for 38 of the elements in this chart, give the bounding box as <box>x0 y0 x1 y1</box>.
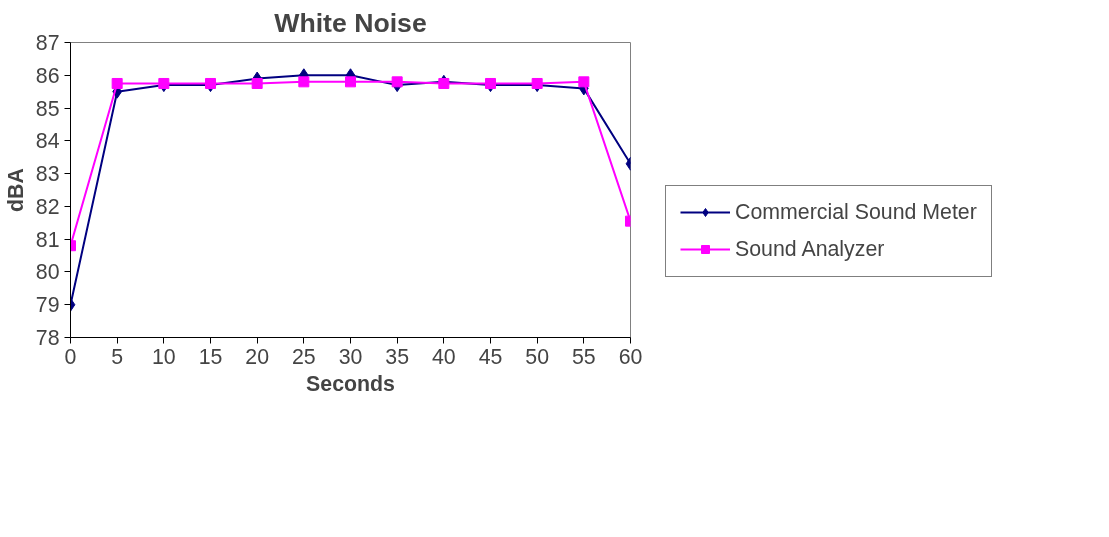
point <box>251 77 263 89</box>
point <box>298 76 310 88</box>
x-tick-label: 15 <box>198 344 223 369</box>
y-tick-label: 81 <box>35 227 60 252</box>
y-tick-label: 79 <box>35 293 60 318</box>
point <box>391 76 403 88</box>
y-tick-label: 84 <box>35 129 60 154</box>
y-tick-label: 80 <box>35 260 60 285</box>
x-tick-label: 0 <box>64 344 77 369</box>
x-tick-label: 45 <box>478 344 503 369</box>
x-tick-label: 60 <box>618 344 643 369</box>
x-tick-label: 25 <box>291 344 316 369</box>
x-tick-label: 30 <box>338 344 363 369</box>
y-tick-label: 86 <box>35 63 60 88</box>
y-tick-label: 87 <box>35 31 60 55</box>
point <box>578 76 590 88</box>
y-tick-label: 82 <box>35 194 60 219</box>
y-tick-label: 78 <box>35 326 60 350</box>
x-tick-label: 50 <box>525 344 550 369</box>
x-tick-label: 10 <box>151 344 176 369</box>
y-tick-label: 83 <box>35 162 60 187</box>
point <box>345 76 356 88</box>
legend-label: Commercial Sound Meter <box>735 199 977 225</box>
y-axis-title: dBA <box>3 168 28 212</box>
x-tick-label: 20 <box>245 344 270 369</box>
x-tick-label: 40 <box>431 344 456 369</box>
x-tick-label: 5 <box>111 344 124 369</box>
point <box>205 77 216 89</box>
point <box>531 77 543 89</box>
point <box>158 77 170 89</box>
x-tick-label: 55 <box>571 344 596 369</box>
point <box>485 77 496 89</box>
x-axis-title: Seconds <box>306 371 395 396</box>
x-tick-label: 35 <box>385 344 410 369</box>
y-tick-label: 85 <box>35 96 60 121</box>
chart-title: White Noise <box>274 7 427 38</box>
point <box>111 77 123 89</box>
legend-label: Sound Analyzer <box>735 236 885 262</box>
